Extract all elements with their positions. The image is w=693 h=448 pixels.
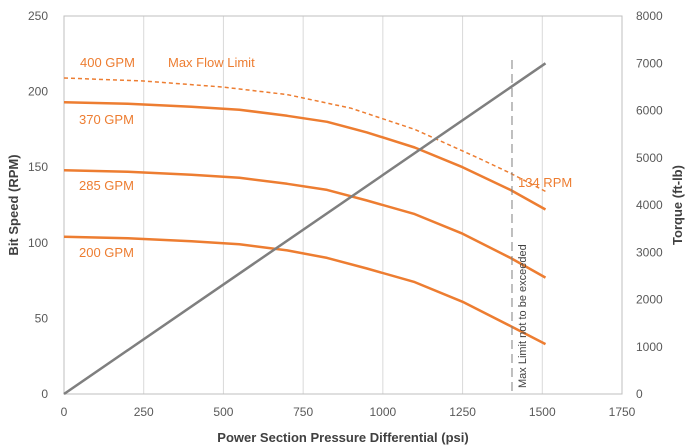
y-left-axis-title: Bit Speed (RPM): [6, 154, 21, 255]
x-tick-label: 1500: [529, 405, 556, 419]
series-line-torque: [63, 62, 547, 396]
x-axis-title: Power Section Pressure Differential (psi…: [217, 430, 468, 445]
series-label-400-gpm: 400 GPM: [80, 55, 135, 70]
x-tick-label: 1250: [449, 405, 476, 419]
series-line-285-gpm: [63, 168, 547, 279]
y-left-tick-label: 100: [28, 236, 48, 250]
y-right-tick-label: 6000: [636, 104, 663, 118]
x-tick-label: 0: [61, 405, 68, 419]
max-flow-limit-label: Max Flow Limit: [168, 55, 255, 70]
series-line-370-gpm: [63, 100, 547, 211]
x-tick-label: 250: [134, 405, 154, 419]
y-right-tick-label: 3000: [636, 245, 663, 259]
y-left-tick-label: 200: [28, 85, 48, 99]
y-right-tick-label: 5000: [636, 151, 663, 165]
series-label-370-gpm: 370 GPM: [79, 112, 134, 127]
x-tick-label: 1000: [370, 405, 397, 419]
x-tick-label: 500: [213, 405, 233, 419]
series-label-200-gpm: 200 GPM: [79, 245, 134, 260]
grid-lines: [143, 16, 543, 394]
x-tick-label: 1750: [609, 405, 636, 419]
y-right-tick-label: 0: [636, 387, 643, 401]
x-tick-label: 750: [293, 405, 313, 419]
series-layer: [63, 62, 547, 396]
y-right-tick-label: 8000: [636, 9, 663, 23]
y-left-tick-label: 0: [41, 387, 48, 401]
series-label-285-gpm: 285 GPM: [79, 178, 134, 193]
y-left-tick-label: 150: [28, 160, 48, 174]
y-left-tick-label: 50: [35, 311, 49, 325]
max-limit-label: Max Limit not to be exceeded: [517, 244, 529, 388]
rpm-annotation-label: 134 RPM: [518, 175, 572, 190]
y-right-tick-label: 2000: [636, 293, 663, 307]
tick-labels: 0 250 500 750 1000 1250 1500 175005010015020025…: [28, 9, 663, 419]
y-right-tick-label: 1000: [636, 340, 663, 354]
y-right-tick-label: 4000: [636, 198, 663, 212]
series-line-400-gpm: [63, 77, 546, 193]
series-line-200-gpm: [63, 235, 547, 346]
y-right-tick-label: 7000: [636, 56, 663, 70]
y-right-axis-title: Torque (ft-lb): [670, 165, 685, 245]
y-left-tick-label: 250: [28, 9, 48, 23]
plot-frame: [63, 15, 623, 395]
